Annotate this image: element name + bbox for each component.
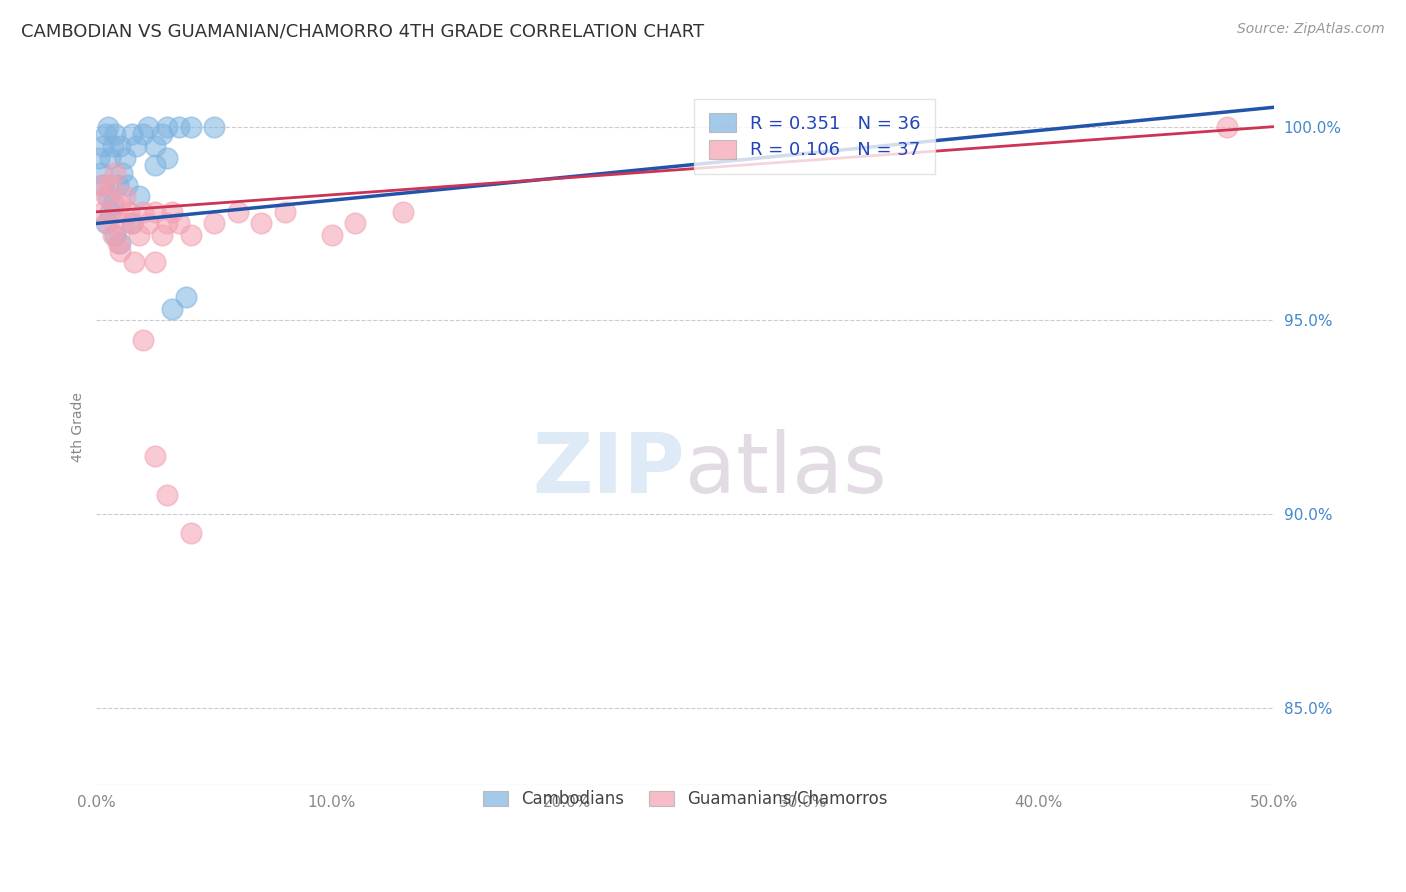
Point [100,204,122,219]
Point [114,151,136,165]
Point [111,217,134,231]
Point [121,217,143,231]
Point [90,166,112,180]
Point [136,217,159,231]
Point [93,204,115,219]
Point [104,228,127,243]
Point [100,178,122,192]
Point [93,178,115,192]
Point [125,139,148,153]
Point [94,217,117,231]
Point [101,139,124,153]
Point [108,197,131,211]
Point [121,128,143,142]
Point [128,189,150,203]
Point [132,128,155,142]
Point [143,204,166,219]
Point [150,228,173,243]
Point [108,235,131,250]
Point [111,166,134,180]
Point [107,235,129,250]
Legend: Cambodians, Guamanians/Chamorros: Cambodians, Guamanians/Chamorros [474,781,896,816]
Point [150,128,173,142]
Point [226,204,249,219]
Point [391,204,413,219]
Point [143,449,166,463]
Point [100,151,122,165]
Point [321,228,343,243]
Point [174,290,197,304]
Point [104,166,127,180]
Y-axis label: 4th Grade: 4th Grade [72,392,86,462]
Point [202,120,225,134]
Point [94,189,117,203]
Point [250,217,273,231]
Point [156,487,179,501]
Point [128,228,150,243]
Point [104,128,127,142]
Point [143,158,166,172]
Point [90,178,112,192]
Text: Source: ZipAtlas.com: Source: ZipAtlas.com [1237,22,1385,37]
Point [136,120,159,134]
Text: CAMBODIAN VS GUAMANIAN/CHAMORRO 4TH GRADE CORRELATION CHART: CAMBODIAN VS GUAMANIAN/CHAMORRO 4TH GRAD… [21,22,704,40]
Point [132,333,155,347]
Point [156,151,179,165]
Point [160,301,183,316]
Point [156,217,179,231]
Point [1216,120,1239,134]
Point [101,228,124,243]
Point [167,120,190,134]
Point [114,189,136,203]
Point [115,178,138,192]
Point [180,120,202,134]
Point [93,139,115,153]
Point [97,120,120,134]
Point [101,197,124,211]
Text: atlas: atlas [685,429,887,510]
Point [97,189,120,203]
Point [167,217,190,231]
Point [108,139,131,153]
Point [107,178,129,192]
Point [97,217,120,231]
Point [180,526,202,541]
Point [156,120,179,134]
Point [143,255,166,269]
Point [87,151,110,165]
Text: ZIP: ZIP [533,429,685,510]
Point [180,228,202,243]
Point [274,204,297,219]
Point [160,204,183,219]
Point [94,128,117,142]
Point [344,217,367,231]
Point [122,255,145,269]
Point [118,204,141,219]
Point [202,217,225,231]
Point [108,244,131,258]
Point [121,217,143,231]
Point [143,139,166,153]
Point [132,204,155,219]
